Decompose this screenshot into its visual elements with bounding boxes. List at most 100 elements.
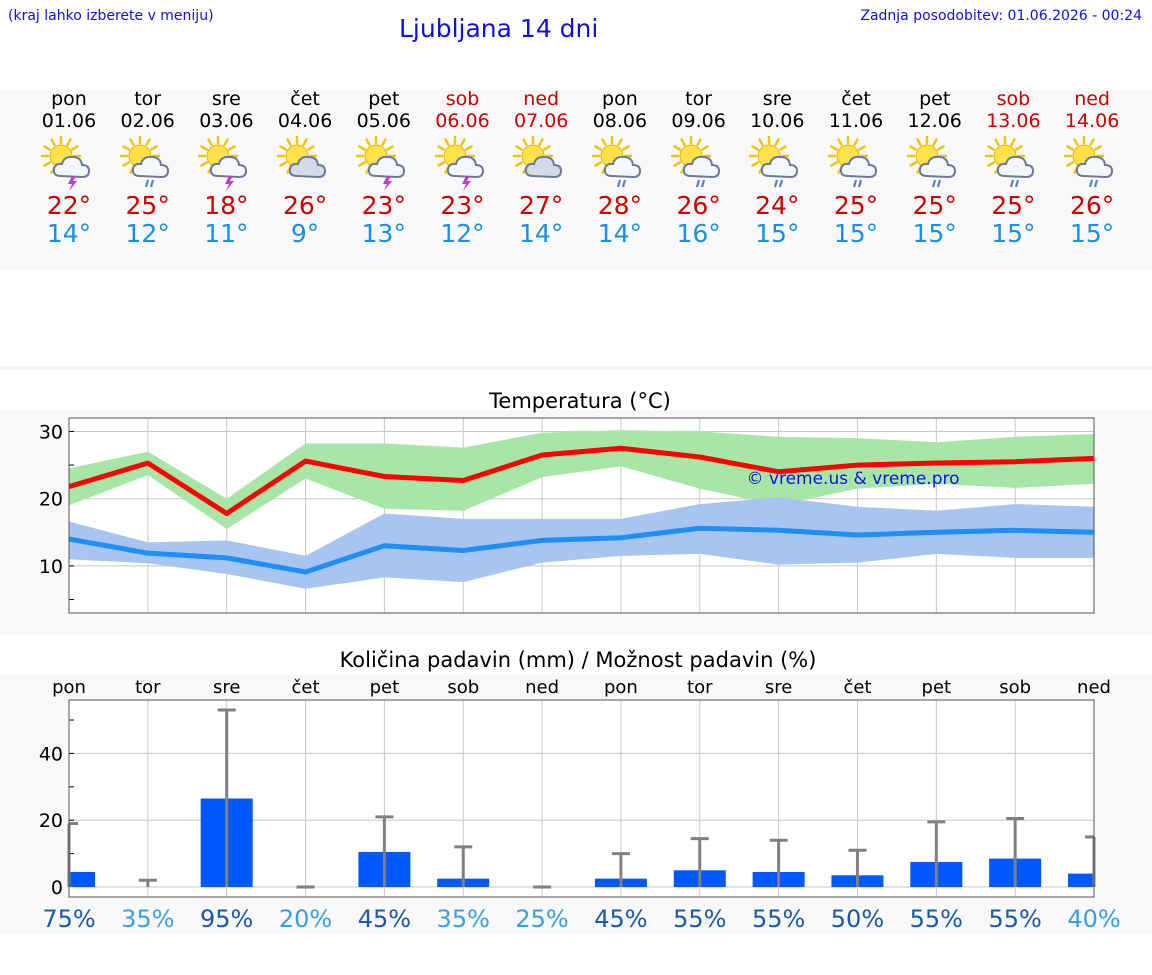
day-date: 14.06 [1064,110,1120,132]
precipitation-day-label: pet [370,677,400,698]
day-name: ned [523,88,560,110]
max-temp: 26° [1069,191,1115,220]
location-hint: (kraj lahko izberete v meniju) [8,8,214,24]
sun-cloud-rain-icon [1062,135,1122,192]
min-temp: 15° [833,219,879,248]
day-date: 11.06 [828,110,884,132]
precipitation-ytick-label: 40 [39,743,63,765]
temperature-ytick-label: 10 [39,556,63,578]
day-date: 08.06 [592,110,648,132]
day-name: pon [51,88,87,110]
max-temp: 25° [833,191,879,220]
precipitation-probability: 45% [358,905,411,933]
precipitation-probability: 55% [673,905,726,933]
precipitation-probability: 55% [910,905,963,933]
forecast-day: čet 04.06 26° 9° [265,88,345,248]
precipitation-day-label: sob [999,677,1031,698]
sun-cloud-thunder-icon [196,135,256,192]
sun-cloud-thunder-icon [39,135,99,192]
day-name: sob [445,88,480,110]
forecast-day: ned 07.06 27° 14° [501,88,581,248]
precipitation-probability: 20% [279,905,332,933]
day-name: čet [290,88,320,110]
precipitation-day-label: tor [135,677,161,698]
day-date: 10.06 [750,110,805,132]
day-date: 06.06 [435,110,490,132]
precipitation-day-label: ned [525,677,559,698]
forecast-day: sre 10.06 24° 15° [737,88,817,248]
forecast-day: ned 14.06 26° 15° [1052,88,1132,248]
precipitation-day-label: čet [292,677,320,698]
sun-cloud-rain-icon [905,135,965,192]
day-date: 02.06 [120,110,175,132]
max-temp: 22° [46,191,92,220]
min-temp: 9° [290,219,320,248]
forecast-day: sob 06.06 23° 12° [423,88,503,248]
day-date: 05.06 [356,110,411,132]
max-temp: 18° [204,191,249,220]
forecast-day: sre 03.06 18° 11° [186,88,266,248]
precipitation-day-label: tor [687,677,713,698]
precipitation-probability: 40% [1067,905,1120,933]
precipitation-day-label: pon [604,677,638,698]
day-date: 12.06 [907,110,962,132]
precipitation-chart: Količina padavin (mm) / Možnost padavin … [39,648,1121,933]
sun-cloud-thunder-icon [433,135,493,192]
sun-cloud-rain-icon [747,135,807,192]
min-temp: 16° [676,219,721,248]
precipitation-day-label: pet [922,677,952,698]
precipitation-probability: 35% [121,905,174,933]
max-temp: 25° [125,191,170,220]
forecast-day: pon 01.06 22° 14° [29,88,109,248]
forecast-day: tor 09.06 26° 16° [659,88,739,248]
precipitation-probability: 25% [515,905,568,933]
sun-cloud-rain-icon [118,135,178,192]
day-name: sre [762,88,792,110]
day-date: 03.06 [199,110,254,132]
page-title: Ljubljana 14 dni [399,14,599,43]
precipitation-probability: 95% [200,905,253,933]
precipitation-chart-title: Količina padavin (mm) / Možnost padavin … [340,648,817,672]
precipitation-probability: 55% [988,905,1041,933]
precipitation-day-label: čet [843,677,871,698]
max-temp: 23° [440,191,485,220]
sun-cloud-rain-icon [669,135,729,192]
precipitation-probability: 45% [594,905,647,933]
max-temp: 27° [519,191,564,220]
sun-cloud-rain-icon [826,135,886,192]
forecast-day: pet 12.06 25° 15° [895,88,975,248]
precipitation-day-label: ned [1077,677,1111,698]
sun-cloud-thunder-icon [354,135,414,192]
day-date: 09.06 [671,110,726,132]
sun-cloud-rain-icon [983,135,1043,192]
forecast-day: pet 05.06 23° 13° [344,88,424,248]
min-temp: 12° [440,219,485,248]
min-temp: 14° [519,219,564,248]
precipitation-plot-frame [68,699,1095,898]
max-temp: 26° [676,191,721,220]
max-temp: 25° [991,191,1036,220]
min-temp: 15° [755,219,800,248]
day-date: 01.06 [41,110,97,132]
max-temp: 23° [361,191,406,220]
temperature-chart: Temperatura (°C) 10 20 30 © vreme.us & vreme… [39,389,1095,614]
day-date: 13.06 [986,110,1041,132]
day-date: 07.06 [513,110,569,132]
precipitation-ytick-label: 0 [51,877,63,899]
day-name: tor [685,88,713,110]
precipitation-probability: 35% [437,905,490,933]
max-temp-line [68,445,1095,516]
forecast-day: sob 13.06 25° 15° [973,88,1053,248]
max-temp: 25° [912,191,957,220]
last-updated: Zadnja posodobitev: 01.06.2026 - 00:24 [860,8,1142,24]
day-name: čet [841,88,871,110]
precipitation-bar [69,871,95,887]
min-temp: 12° [125,219,170,248]
day-name: pet [919,88,951,110]
temperature-plot-frame [68,417,1095,614]
min-temp: 14° [597,219,643,248]
min-temp-line [68,525,1095,575]
min-temp: 13° [361,219,406,248]
max-temp-band [69,430,1094,529]
day-name: sre [211,88,241,110]
